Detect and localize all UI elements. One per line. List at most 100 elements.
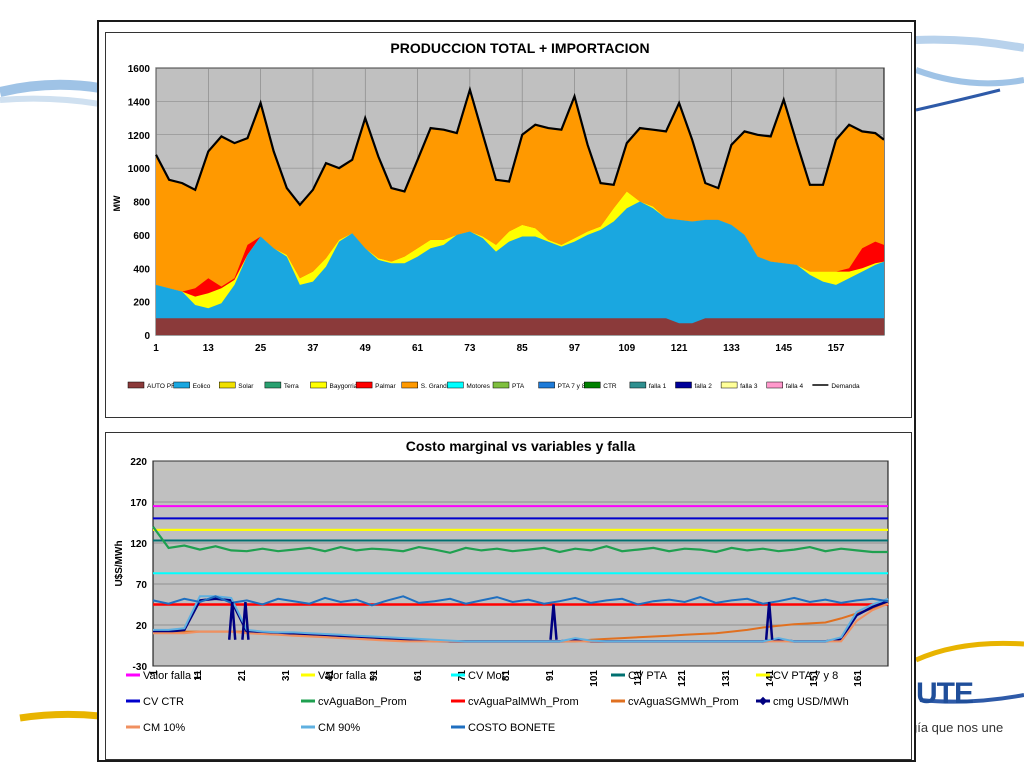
legend-label: CTR (603, 383, 617, 390)
x-tick-label: 37 (307, 343, 319, 354)
blue-swoosh-right-2 (914, 67, 1024, 87)
x-tick-label: 13 (203, 343, 215, 354)
x-tick-label: 133 (723, 343, 740, 354)
x-tick-label: 121 (671, 343, 688, 354)
x-tick-label: 85 (517, 343, 529, 354)
legend-swatch (629, 381, 647, 389)
x-tick-label: 97 (569, 343, 581, 354)
ute-logo: UTE (916, 677, 974, 710)
line-cm-90- (153, 595, 889, 643)
x-tick-label: 21 (237, 670, 248, 682)
marginal-cost-chart-panel: Costo marginal vs variables y falla -30 20… (105, 432, 912, 760)
line-cvaguabon-prom (152, 525, 888, 554)
legend-swatch (447, 381, 464, 389)
blue-swoosh-left (0, 79, 101, 97)
blue-swoosh-right-3 (915, 88, 1001, 112)
y-tick-label: 1200 (128, 131, 151, 142)
legend-label: cmg USD/MWh (773, 696, 849, 708)
y-tick-label: -30 (133, 662, 148, 673)
legend-label: falla 4 (786, 383, 804, 390)
blue-swoosh-bottom (919, 693, 1024, 704)
x-tick-label: 49 (360, 343, 372, 354)
x-tick-label: 61 (413, 670, 424, 682)
y-tick-label: 600 (133, 231, 150, 242)
x-tick-label: 145 (775, 343, 792, 354)
blue-swoosh-right (915, 35, 1024, 52)
line-demanda (155, 85, 885, 207)
x-tick-label: 25 (255, 343, 267, 354)
y-tick-label: 800 (133, 198, 150, 209)
slogan-text: gía que nos une (910, 720, 1004, 735)
slide-frame: PRODUCCION TOTAL + IMPORTACION 0 200 400 600… (97, 20, 916, 762)
x-tick-label: 31 (281, 670, 292, 682)
legend-label: Solar (238, 383, 254, 390)
marginal-cost-chart: Costo marginal vs variables y falla -30 20… (114, 438, 889, 734)
x-tick-label: 1 (153, 343, 159, 354)
x-tick-label: 73 (464, 343, 476, 354)
legend-swatch (264, 381, 282, 389)
plot-area (152, 460, 889, 667)
x-tick-label: 157 (828, 343, 845, 354)
y-tick-label: 1400 (128, 97, 151, 108)
x-tick-label: 111 (633, 670, 644, 686)
legend-swatch (492, 381, 510, 389)
y-tick-label: 70 (136, 580, 148, 591)
legend-swatch (401, 381, 418, 389)
legend-swatch (720, 381, 738, 389)
area-eolico (156, 201, 884, 335)
line-costo-bonete (152, 595, 889, 607)
x-tick-label: 41 (325, 670, 336, 682)
chart-title: Costo marginal vs variables y falla (406, 438, 636, 454)
legend-label: CV PTA 7 y 8 (773, 670, 838, 682)
legend-swatch (127, 381, 145, 389)
legend-label: Valor falla 1 (143, 670, 200, 682)
legend-label: falla 1 (649, 383, 667, 390)
x-tick-label: 61 (412, 343, 424, 354)
y-tick-label: 200 (133, 298, 150, 309)
cmg-spike (241, 601, 250, 640)
legend-label: Eolico (193, 383, 211, 390)
legend-label: CM 90% (318, 722, 360, 734)
x-tick-label: 151 (809, 670, 820, 687)
yellow-swoosh-bottom (19, 710, 101, 722)
x-tick-label: 101 (589, 670, 600, 687)
legend-swatch (173, 381, 190, 389)
y-tick-label: 220 (130, 457, 147, 468)
y-tick-label: 20 (136, 621, 148, 632)
x-tick-label: 131 (721, 670, 732, 687)
legend-swatch (538, 381, 555, 389)
cmg-spike (549, 604, 558, 640)
production-chart-panel: PRODUCCION TOTAL + IMPORTACION 0 200 400 600… (105, 32, 912, 418)
legend-label: cvAguaBon_Prom (318, 696, 407, 708)
y-tick-label: 1600 (128, 64, 151, 75)
legend-swatch (584, 381, 601, 389)
legend-label: Demanda (831, 383, 860, 390)
legend-label: cvAguaPalMWh_Prom (468, 696, 579, 708)
legend-swatch (675, 381, 692, 389)
production-chart: PRODUCCION TOTAL + IMPORTACION 0 200 400 600… (112, 40, 885, 390)
cmg-spike (227, 601, 237, 640)
x-tick-label: 51 (369, 670, 380, 682)
legend-label: CM 10% (143, 722, 185, 734)
x-tick-label: 121 (677, 670, 688, 687)
y-tick-label: 1000 (128, 164, 151, 175)
legend-label: AUTO PROD (147, 383, 186, 390)
legend-label: CV CTR (143, 696, 184, 708)
legend-label: CV PTA (628, 670, 668, 682)
x-tick-label: 109 (618, 343, 635, 354)
legend-label: COSTO BONETE (468, 722, 555, 734)
legend-label: Valor falla 2 (318, 670, 375, 682)
legend-label: cvAguaSGMWh_Prom (628, 696, 739, 708)
x-tick-label: 161 (853, 670, 864, 687)
y-axis-label: MW (112, 195, 122, 211)
cmg-spike (764, 601, 774, 640)
legend-label: CV Mot (468, 670, 505, 682)
x-tick-label: 11 (193, 670, 204, 681)
legend-label: Baygorria (330, 383, 358, 390)
legend-marker (758, 696, 768, 706)
legend-swatch (766, 381, 783, 389)
legend-label: Terra (284, 383, 299, 390)
legend-label: falla 2 (695, 383, 713, 390)
chart-title: PRODUCCION TOTAL + IMPORTACION (390, 40, 649, 56)
